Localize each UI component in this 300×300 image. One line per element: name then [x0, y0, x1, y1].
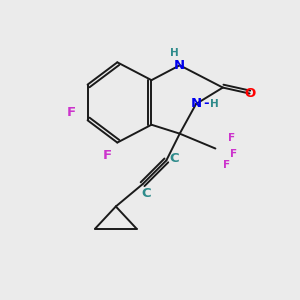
- Text: N: N: [174, 59, 185, 72]
- Text: F: F: [230, 149, 237, 159]
- Text: C: C: [141, 187, 151, 200]
- Text: F: F: [102, 149, 112, 162]
- Text: H: H: [170, 48, 179, 58]
- Text: -: -: [204, 98, 209, 110]
- Text: F: F: [67, 106, 76, 119]
- Text: O: O: [244, 87, 255, 100]
- Text: C: C: [170, 152, 179, 164]
- Text: F: F: [228, 133, 235, 143]
- Text: H: H: [210, 99, 219, 109]
- Text: F: F: [223, 160, 230, 170]
- Text: N: N: [190, 98, 202, 110]
